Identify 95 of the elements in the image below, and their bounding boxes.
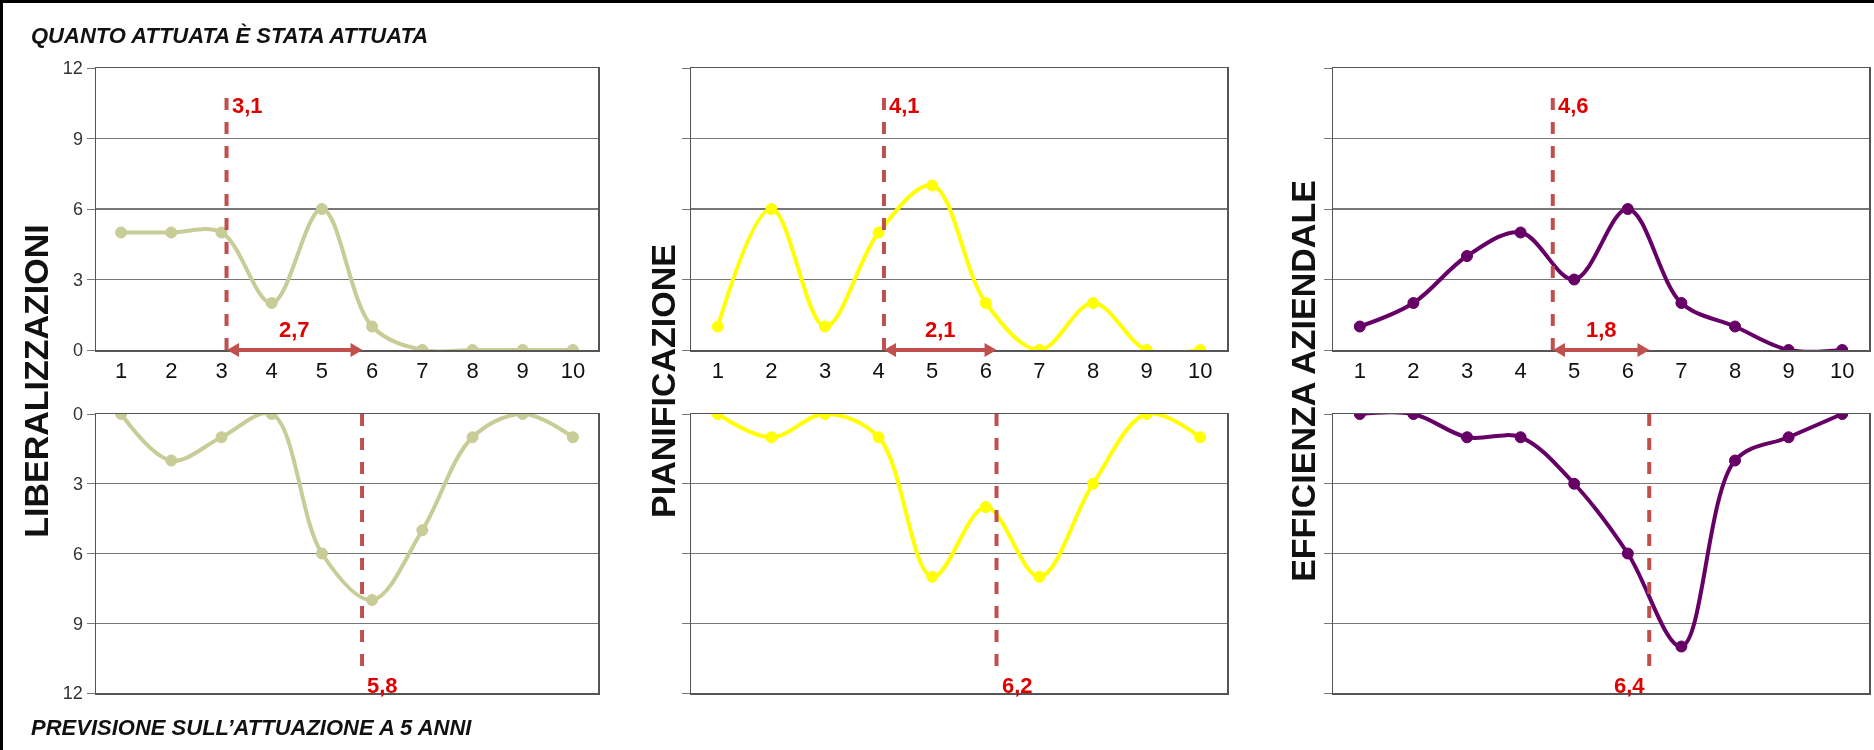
y-tick-label: 3	[72, 269, 83, 290]
point	[1353, 320, 1366, 333]
point	[926, 570, 939, 583]
x-tick-label: 8	[466, 357, 479, 383]
point	[1782, 431, 1795, 444]
point	[979, 501, 992, 513]
ref-line-label: 4,6	[1558, 93, 1589, 118]
x-tick-label: 6	[365, 357, 379, 383]
point	[1087, 297, 1099, 309]
x-tick-label: 6	[1621, 357, 1634, 383]
x-tick-label: 5	[926, 357, 939, 383]
chart-title: QUANTO ATTUATA È STATA ATTUATA	[31, 23, 429, 49]
point	[315, 547, 328, 560]
y-axis-title: EFFICIENZA AZIENDALE	[1283, 180, 1323, 582]
x-tick-label: 10	[560, 357, 586, 383]
y-tick-label: 12	[62, 58, 83, 79]
x-tick-label: 4	[872, 357, 885, 383]
point	[765, 203, 778, 215]
y-tick-label: 9	[72, 128, 83, 149]
point	[1087, 477, 1099, 490]
point	[1033, 570, 1046, 583]
text: PREVISIONE SULL’ATTUAZIONE A 5 ANNI	[31, 715, 472, 741]
point	[1568, 477, 1581, 490]
y-tick-label: 9	[72, 613, 83, 634]
annotation: 2,1	[925, 317, 956, 342]
y-tick-label: 6	[72, 543, 83, 564]
point	[315, 203, 328, 215]
x-tick-label: 1	[711, 357, 724, 383]
y-tick-label: 6	[72, 199, 83, 220]
ref-line-label: 5,8	[367, 673, 398, 698]
x-tick-label: 2	[1407, 357, 1420, 383]
y-tick-label: 3	[72, 474, 83, 495]
x-tick-label: 7	[1675, 357, 1688, 383]
point	[215, 431, 228, 444]
y-axis-title: PIANIFICAZIONE	[643, 244, 683, 518]
point	[215, 226, 228, 239]
ref-line-label: 6,2	[1002, 673, 1033, 698]
annotation: 2,7	[279, 317, 310, 342]
x-tick-label: 8	[1086, 357, 1100, 383]
x-tick-label: 2	[165, 357, 178, 383]
point	[1461, 431, 1473, 444]
ref-line-label: 6,4	[1614, 673, 1646, 698]
point	[416, 524, 429, 537]
x-tick-label: 3	[215, 357, 228, 383]
point	[366, 594, 379, 606]
x-tick-label: 4	[1514, 357, 1527, 383]
point	[1675, 297, 1688, 309]
x-tick-label: 7	[416, 357, 429, 383]
x-tick-label: 1	[1353, 357, 1366, 383]
point	[872, 431, 885, 444]
x-tick-label: 9	[1140, 357, 1153, 383]
point	[1461, 250, 1473, 262]
x-tick-label: 4	[265, 357, 278, 383]
point	[872, 226, 885, 239]
point	[1729, 454, 1741, 467]
ref-line-label: 3,1	[232, 93, 263, 118]
x-tick-label: 5	[1568, 357, 1581, 383]
point	[265, 297, 278, 309]
ref-line-label: 4,1	[889, 93, 920, 118]
y-tick-label: 0	[72, 340, 83, 361]
y-tick-label: 0	[72, 404, 83, 425]
x-tick-label: 5	[315, 357, 329, 383]
x-tick-label: 2	[765, 357, 778, 383]
point	[1407, 297, 1420, 309]
point	[926, 179, 939, 192]
x-tick-label: 3	[1460, 357, 1474, 383]
point	[711, 320, 724, 333]
point	[1621, 547, 1634, 560]
point	[115, 226, 128, 239]
point	[1729, 320, 1741, 333]
point	[1621, 203, 1634, 215]
point	[1194, 431, 1207, 444]
x-tick-label: 10	[1829, 357, 1855, 383]
x-tick-label: 7	[1033, 357, 1046, 383]
point	[1514, 431, 1527, 444]
x-tick-label: 8	[1728, 357, 1742, 383]
y-tick-label: 12	[62, 683, 83, 704]
x-tick-label: 10	[1187, 357, 1213, 383]
point	[1675, 640, 1688, 653]
annotation: 1,8	[1586, 317, 1617, 342]
point	[165, 454, 178, 467]
point	[1568, 273, 1581, 286]
point	[765, 431, 778, 444]
point	[165, 226, 178, 239]
x-tick-label: 1	[114, 357, 128, 383]
point	[979, 297, 992, 309]
x-tick-label: 6	[979, 357, 992, 383]
y-axis-title: LIBERALIZZAZIONI	[16, 224, 56, 538]
x-tick-label: 3	[818, 357, 832, 383]
point	[1514, 226, 1527, 239]
point	[566, 431, 579, 444]
point	[466, 431, 479, 444]
point	[819, 320, 831, 333]
x-tick-label: 9	[516, 357, 529, 383]
x-tick-label: 9	[1782, 357, 1795, 383]
